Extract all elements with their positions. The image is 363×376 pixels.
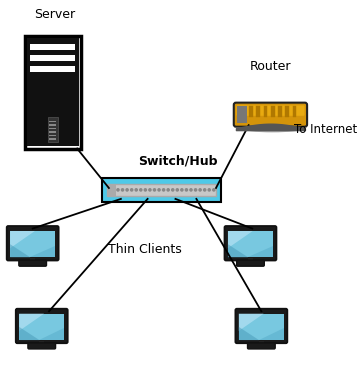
Bar: [30, 55, 75, 61]
Bar: [107, 184, 216, 196]
Circle shape: [213, 189, 215, 191]
FancyBboxPatch shape: [235, 309, 287, 343]
Bar: [239, 314, 284, 340]
Polygon shape: [40, 328, 64, 340]
FancyBboxPatch shape: [224, 226, 277, 261]
Bar: [228, 231, 273, 258]
Circle shape: [181, 189, 183, 191]
Bar: [237, 106, 247, 123]
Bar: [39, 341, 44, 346]
Text: Thin Clients: Thin Clients: [108, 243, 182, 256]
Bar: [278, 106, 282, 117]
Bar: [27, 38, 78, 146]
FancyBboxPatch shape: [16, 309, 68, 343]
Polygon shape: [228, 231, 253, 248]
Bar: [293, 106, 296, 117]
Circle shape: [122, 189, 124, 191]
Circle shape: [163, 189, 165, 191]
Circle shape: [140, 189, 142, 191]
Circle shape: [190, 189, 192, 191]
Circle shape: [204, 189, 206, 191]
Polygon shape: [228, 244, 248, 258]
Circle shape: [185, 189, 188, 191]
Polygon shape: [239, 327, 259, 340]
Circle shape: [158, 189, 160, 191]
FancyBboxPatch shape: [7, 226, 59, 261]
Bar: [256, 106, 260, 117]
Bar: [48, 117, 58, 142]
Circle shape: [135, 189, 137, 191]
Bar: [10, 231, 55, 258]
Bar: [249, 106, 253, 117]
Polygon shape: [19, 314, 44, 331]
Polygon shape: [248, 246, 273, 258]
Bar: [248, 258, 253, 263]
Polygon shape: [259, 328, 284, 340]
Circle shape: [208, 189, 210, 191]
Circle shape: [176, 189, 178, 191]
Polygon shape: [10, 231, 35, 248]
Bar: [30, 258, 35, 263]
Circle shape: [167, 189, 169, 191]
Bar: [30, 66, 75, 72]
Bar: [264, 106, 267, 117]
Bar: [107, 184, 116, 196]
Circle shape: [149, 189, 151, 191]
Circle shape: [131, 189, 133, 191]
Circle shape: [195, 189, 197, 191]
Polygon shape: [10, 244, 30, 258]
Ellipse shape: [243, 126, 302, 132]
Bar: [30, 44, 75, 50]
FancyBboxPatch shape: [236, 105, 305, 116]
Circle shape: [172, 189, 174, 191]
Text: Router: Router: [250, 60, 291, 73]
Circle shape: [144, 189, 146, 191]
Circle shape: [117, 189, 119, 191]
Text: Server: Server: [34, 8, 76, 21]
Circle shape: [154, 189, 156, 191]
Bar: [49, 127, 56, 129]
Bar: [49, 138, 56, 140]
Text: To Internet: To Internet: [294, 123, 358, 136]
Polygon shape: [239, 314, 264, 331]
Bar: [271, 106, 274, 117]
Bar: [49, 121, 56, 123]
FancyBboxPatch shape: [19, 260, 46, 266]
Bar: [49, 131, 56, 133]
Bar: [49, 135, 56, 136]
FancyBboxPatch shape: [237, 260, 264, 266]
FancyBboxPatch shape: [102, 178, 221, 202]
Text: Switch/Hub: Switch/Hub: [138, 154, 217, 167]
Polygon shape: [19, 327, 40, 340]
Bar: [19, 314, 64, 340]
Bar: [285, 106, 289, 117]
FancyBboxPatch shape: [234, 103, 307, 127]
Bar: [49, 124, 56, 126]
Circle shape: [126, 189, 128, 191]
FancyBboxPatch shape: [28, 343, 56, 349]
Bar: [259, 341, 264, 346]
Polygon shape: [30, 246, 55, 258]
FancyBboxPatch shape: [248, 343, 275, 349]
Circle shape: [199, 189, 201, 191]
Bar: [24, 36, 81, 149]
